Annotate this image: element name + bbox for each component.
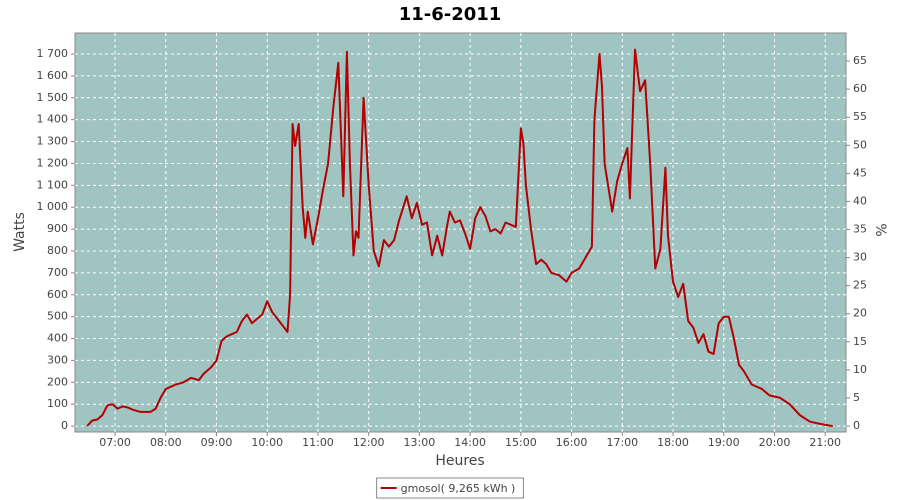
y-tick-label: 1 000 — [37, 200, 69, 213]
y-tick-label: 300 — [47, 353, 68, 366]
x-tick-label: 15:00 — [505, 436, 537, 449]
data-line — [86, 48, 833, 428]
x-tick-label: 13:00 — [404, 436, 436, 449]
chart-title: 11-6-2011 — [399, 4, 502, 25]
y2-tick-label: 50 — [853, 138, 867, 151]
x-tick-label: 08:00 — [150, 436, 182, 449]
legend-box — [376, 477, 524, 499]
y2-axis-label: % — [872, 223, 888, 236]
y2-tick-label: 0 — [853, 419, 860, 432]
y-tick-label: 1 700 — [37, 47, 69, 60]
y2-tick-label: 10 — [853, 363, 867, 376]
x-tick-label: 11:00 — [302, 436, 334, 449]
x-tick-label: 16:00 — [556, 436, 588, 449]
legend: gmosol( 9,265 kWh ) — [376, 477, 524, 499]
x-tick-label: 10:00 — [251, 436, 283, 449]
y2-tick-label: 35 — [853, 222, 867, 235]
y2-tick-label: 45 — [853, 166, 867, 179]
y-tick-label: 600 — [47, 288, 68, 301]
y2-tick-label: 60 — [853, 82, 867, 95]
x-tick-label: 12:00 — [353, 436, 385, 449]
x-tick-label: 21:00 — [809, 436, 841, 449]
y2-tick-label: 65 — [853, 54, 867, 67]
y-tick-label: 800 — [47, 244, 68, 257]
y-axis-label: Watts — [12, 212, 28, 252]
x-tick-label: 07:00 — [99, 436, 131, 449]
x-tick-label: 14:00 — [454, 436, 486, 449]
y-tick-label: 400 — [47, 332, 68, 345]
y2-tick-label: 30 — [853, 251, 867, 264]
x-tick-label: 18:00 — [657, 436, 689, 449]
y2-tick-label: 25 — [853, 279, 867, 292]
y-tick-label: 1 400 — [37, 113, 69, 126]
y-tick-label: 1 600 — [37, 69, 69, 82]
y-tick-label: 500 — [47, 310, 68, 323]
legend-label: gmosol( 9,265 kWh ) — [401, 482, 516, 495]
y2-tick-label: 40 — [853, 194, 867, 207]
y2-tick-label: 55 — [853, 110, 867, 123]
x-tick-label: 17:00 — [606, 436, 638, 449]
y2-tick-label: 20 — [853, 307, 867, 320]
plot-background — [74, 32, 847, 433]
y-tick-label: 1 300 — [37, 135, 69, 148]
y-tick-label: 200 — [47, 375, 68, 388]
y2-tick-label: 15 — [853, 335, 867, 348]
y-tick-label: 700 — [47, 266, 68, 279]
x-tick-label: 20:00 — [759, 436, 791, 449]
y-tick-label: 1 200 — [37, 156, 69, 169]
x-axis-label: Heures — [435, 453, 484, 469]
y2-tick-label: 5 — [853, 391, 860, 404]
y-tick-label: 1 100 — [37, 178, 69, 191]
y-tick-label: 100 — [47, 397, 68, 410]
y-tick-label: 1 500 — [37, 91, 69, 104]
y-tick-label: 900 — [47, 222, 68, 235]
x-tick-label: 09:00 — [201, 436, 233, 449]
y-tick-label: 0 — [61, 419, 68, 432]
x-tick-label: 19:00 — [708, 436, 740, 449]
